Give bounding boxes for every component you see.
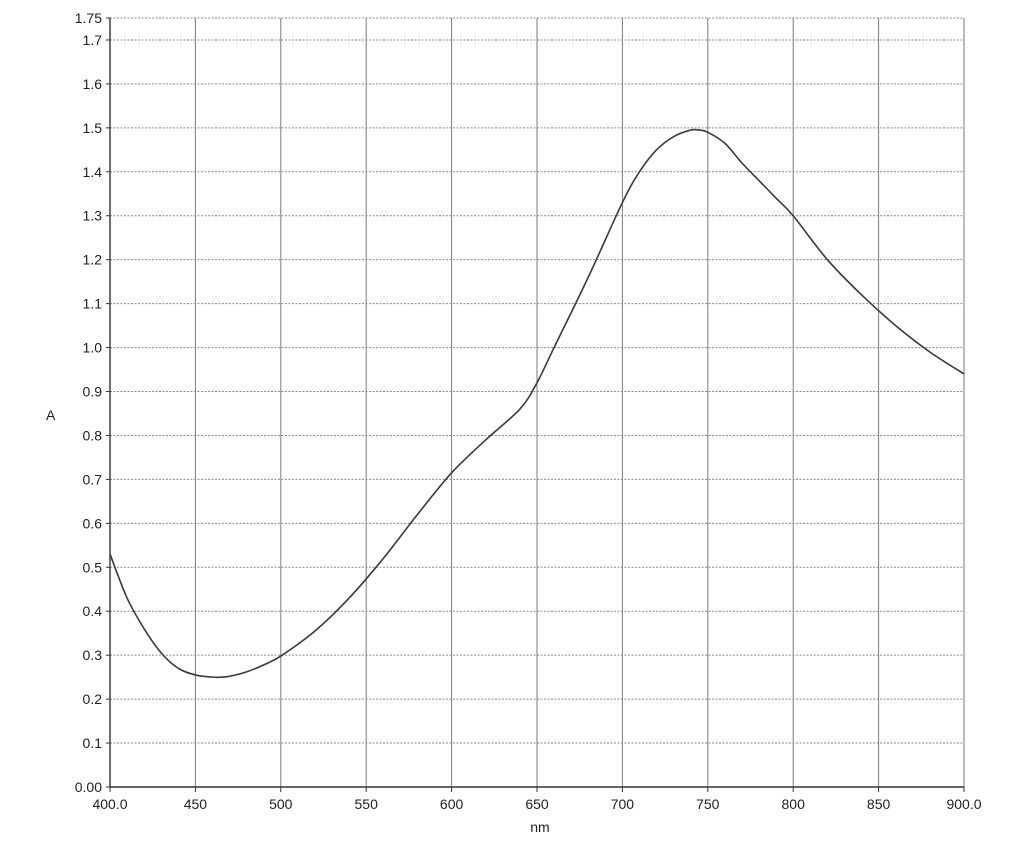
x-axis-label: nm [530, 819, 549, 835]
y-tick-label: 1.4 [83, 164, 103, 180]
y-tick-label: 1.75 [75, 10, 102, 26]
absorbance-series-line [109, 128, 965, 679]
y-tick-label: 0.00 [75, 779, 102, 795]
y-tick-label: 0.4 [83, 603, 103, 619]
x-ticks: 400.0 450 500 550 600 650 700 750 800 850 900.0 [92, 787, 982, 812]
y-tick-label: 0.1 [83, 735, 103, 751]
x-tick-label: 850 [867, 796, 891, 812]
y-tick-label: 0.5 [83, 559, 103, 575]
y-tick-label: 1.2 [83, 252, 103, 268]
y-tick-label: 0.7 [83, 471, 103, 487]
x-tick-label: 450 [184, 796, 208, 812]
x-tick-label: 650 [525, 796, 549, 812]
y-tick-label: 1.7 [83, 32, 103, 48]
y-ticks: 0.00 0.1 0.2 0.3 0.4 0.5 0.6 0.7 0.8 0.9 1.0 1.1 1.2… [75, 10, 110, 795]
y-tick-label: 0.2 [83, 691, 103, 707]
x-tick-label: 400.0 [92, 796, 127, 812]
x-tick-label: 700 [611, 796, 635, 812]
y-tick-label: 0.3 [83, 647, 103, 663]
y-tick-label: 0.9 [83, 384, 103, 400]
series [109, 128, 965, 679]
x-tick-label: 750 [696, 796, 720, 812]
x-tick-label: 900.0 [946, 796, 981, 812]
x-tick-label: 550 [355, 796, 379, 812]
y-tick-label: 0.6 [83, 515, 103, 531]
grid [110, 17, 965, 787]
y-tick-label: 1.5 [83, 120, 103, 136]
x-tick-label: 500 [269, 796, 293, 812]
y-axis-label: A [46, 407, 56, 423]
x-tick-label: 600 [440, 796, 464, 812]
y-tick-label: 1.0 [83, 340, 103, 356]
x-tick-label: 800 [782, 796, 806, 812]
y-tick-label: 1.1 [83, 296, 103, 312]
y-tick-label: 0.8 [83, 427, 103, 443]
y-tick-label: 1.3 [83, 208, 103, 224]
y-tick-label: 1.6 [83, 76, 103, 92]
